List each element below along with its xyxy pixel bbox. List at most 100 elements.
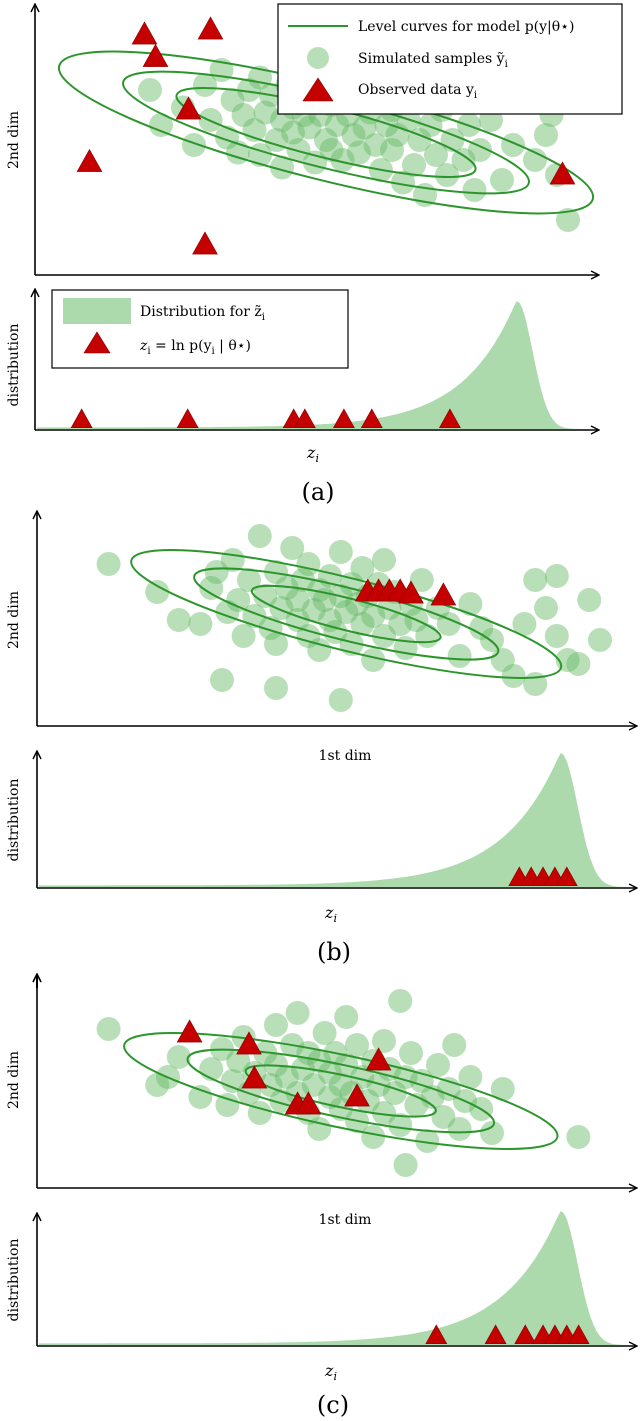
simulated-sample-point [334,1005,359,1029]
simulated-sample-point [237,568,261,592]
density-a-plot [37,301,595,429]
simulated-sample-point [566,1125,591,1149]
simulated-sample-point [380,138,404,162]
simulated-sample-point [264,560,288,584]
simulated-sample-point [388,612,413,636]
simulated-sample-point [270,155,294,180]
density-b-plot [39,753,632,887]
simulated-sample-point [281,120,305,145]
legend-sample-swatch [307,47,329,69]
simulated-sample-point [402,153,426,177]
density-b-xlabel-sub: i [333,912,337,925]
legend-observed-text: Observed data y [358,82,474,98]
panel-c: 2nd dim 1st dim distribution zi (c) [6,974,636,1419]
legend-observed-swatch [302,77,334,102]
density-b-xlabel: zi [324,903,337,925]
simulated-sample-point [328,540,353,564]
simulated-sample-point [366,1073,391,1097]
scatter-c-plot [96,989,591,1177]
legend-top: Level curves for model p(y|θ⋆) Simulated… [277,3,623,115]
simulated-sample-point [199,576,224,600]
observed-data-marker [76,148,103,172]
scatter-b-plot [96,524,612,712]
density-c-plot [39,1211,632,1345]
simulated-sample-point [345,1033,369,1057]
simulated-sample-point [462,178,487,202]
simulated-sample-point [307,578,332,602]
simulated-sample-point [296,552,321,576]
observed-z-marker [514,1324,537,1344]
observed-z-marker [293,408,316,429]
density-curve [39,1211,632,1345]
simulated-sample-point [350,612,375,636]
observed-data-marker [430,582,457,606]
simulated-sample-point [458,592,483,616]
simulated-sample-point [226,588,251,612]
observed-z-marker [176,408,199,429]
observed-z-marker [70,408,93,429]
simulated-sample-point [264,676,288,700]
simulated-sample-point [534,123,558,147]
simulated-sample-point [286,138,311,162]
observed-z-marker [567,1324,590,1344]
simulated-sample-point [523,148,547,172]
level-curve-3 [130,549,563,679]
simulated-sample-point [347,140,371,165]
legend-observed-sub: i [474,90,477,101]
density-b-ylabel: distribution [6,779,22,862]
simulated-sample-point [352,115,377,140]
panel-b: 2nd dim 1st dim distribution zi (b) [6,512,636,966]
simulated-sample-point [361,648,386,672]
simulated-sample-point [280,536,305,560]
density-curve [37,301,595,429]
legend-z-sub: i [147,346,150,357]
simulated-sample-point [490,168,514,192]
simulated-sample-point [193,73,217,97]
simulated-sample-point [534,596,558,620]
legend-distribution-text: Distribution for z̃ [140,304,262,320]
scatter-c-ylabel: 2nd dim [6,1051,22,1109]
simulated-sample-point [210,668,234,692]
simulated-sample-point [415,624,440,648]
simulated-sample-point [215,1093,240,1117]
scatter-b-ylabel: 2nd dim [6,591,22,649]
simulated-sample-point [319,138,344,162]
observed-data-marker [176,1019,203,1043]
level-curve-2 [186,1048,496,1134]
observed-data-marker [241,1065,268,1089]
legend-distribution-sub: i [262,312,265,323]
simulated-sample-point [258,1073,283,1097]
observed-data-marker [365,1047,392,1071]
legend-top-box [277,3,623,115]
simulated-sample-point [145,1073,170,1097]
simulated-sample-point [269,596,294,620]
legend-z-end: | θ⋆) [215,338,251,354]
simulated-sample-point [215,125,239,150]
simulated-sample-point [556,208,580,232]
caption-c: (c) [317,1391,349,1419]
simulated-sample-point [264,632,288,656]
simulated-sample-point [145,580,170,604]
legend-z-rest: = ln p(y [151,338,212,354]
simulated-sample-point [264,1013,288,1037]
observed-z-marker [438,408,461,429]
simulated-sample-point [149,113,173,137]
simulated-sample-point [388,1113,413,1137]
simulated-sample-point [501,133,525,157]
simulated-sample-point [285,1001,310,1025]
observed-data-marker [192,231,218,255]
observed-z-marker [332,408,355,429]
simulated-sample-point [435,163,459,187]
simulated-sample-point [388,989,413,1013]
simulated-sample-point [341,123,366,147]
simulated-sample-point [237,78,261,102]
simulated-sample-point [361,1125,386,1149]
simulated-sample-point [523,568,548,592]
simulated-sample-point [307,638,332,662]
density-c-ylabel: distribution [6,1239,22,1322]
observed-z-marker [484,1324,507,1344]
simulated-sample-point [577,588,602,612]
simulated-sample-point [314,128,338,152]
simulated-sample-point [325,113,349,137]
legend-z-text: z [139,338,148,354]
